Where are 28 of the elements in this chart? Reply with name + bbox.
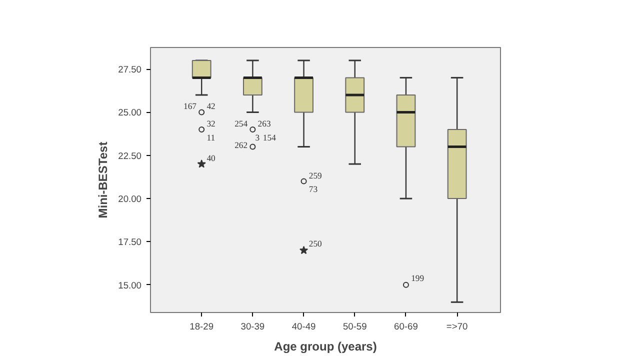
annotation: 167 (184, 101, 198, 112)
annotation: 40 (206, 152, 216, 163)
x-tick-label: 18-29 (190, 322, 214, 332)
annotation: 259 (308, 170, 322, 180)
y-tick-label: 20.00 (118, 194, 142, 204)
annotation: 32 (206, 118, 216, 128)
x-tick-label: 50-59 (342, 322, 367, 332)
x-tick-label: 30-39 (240, 322, 265, 332)
x-tick-label: 60-69 (394, 322, 418, 332)
x-tick-label: =>70 (446, 322, 468, 332)
annotation: 11 (206, 132, 216, 142)
y-tick-label: 22.50 (118, 150, 142, 161)
y-tick-label: 15.00 (118, 280, 142, 290)
x-axis-title: Age group (years) (274, 340, 377, 354)
annotation: 154 (262, 132, 277, 142)
annotation: 262 (234, 140, 248, 150)
annotation: 254 (234, 118, 248, 128)
annotation: 250 (308, 238, 322, 248)
annotation: 263 (258, 118, 271, 128)
y-axis-title: Mini-BESTest (96, 142, 110, 218)
y-tick-label: 17.50 (118, 237, 142, 248)
annotation: 3 (255, 132, 260, 142)
annotation: 199 (411, 272, 424, 283)
y-tick-label: 27.50 (118, 64, 142, 75)
annotation: 73 (308, 184, 318, 194)
annotation: 42 (206, 101, 216, 112)
y-tick-label: 25.00 (118, 108, 142, 118)
x-tick-label: 40-49 (292, 322, 316, 332)
